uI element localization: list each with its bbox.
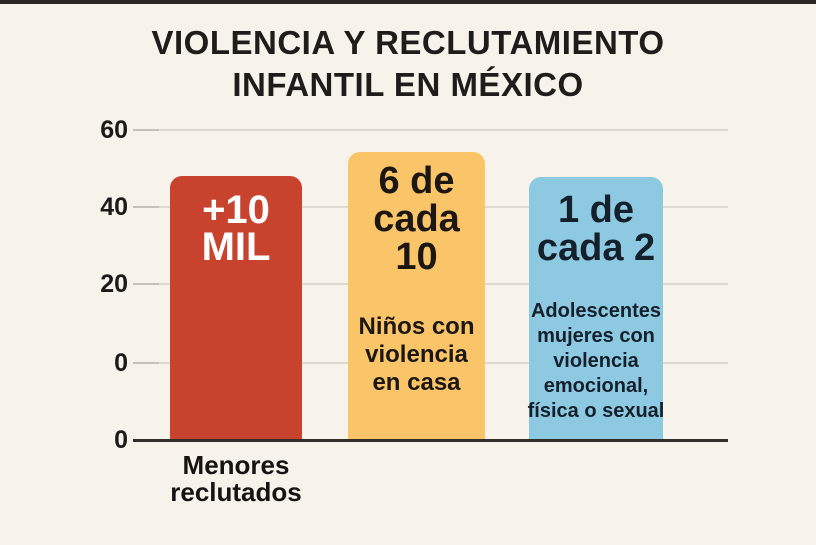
bar-value-label: 6 de cada 10 <box>373 160 460 278</box>
tick-mark-40 <box>133 206 159 208</box>
bar-sub-label: Niños con violencia en casa <box>358 313 475 396</box>
bar-menores-reclutados: +10 MIL <box>170 176 302 441</box>
y-tick-20: 20 <box>100 270 128 298</box>
title-line-1: VIOLENCIA Y RECLUTAMIENTO <box>151 24 665 61</box>
x-axis-line <box>133 439 728 442</box>
y-tick-baseline-0: 0 <box>114 426 128 454</box>
bar-value-label: 1 de cada 2 <box>536 189 656 269</box>
y-tick-40: 40 <box>100 193 128 221</box>
bar-value-label: +10 MIL <box>201 188 271 269</box>
title-line-2: INFANTIL EN MÉXICO <box>232 66 584 103</box>
category-label-menores: Menores reclutados <box>170 450 302 507</box>
y-tick-60: 60 <box>100 116 128 144</box>
tick-mark-60 <box>133 129 159 131</box>
bar-ninos-con-violencia: 6 de cada 10 Niños con violencia en casa <box>348 152 485 441</box>
gridline-60 <box>133 129 728 131</box>
tick-mark-20 <box>133 283 159 285</box>
y-tick-0: 0 <box>114 349 128 377</box>
bar-sub-label: Adolescentes mujeres con violencia emoci… <box>527 300 665 422</box>
top-border-strip <box>0 0 816 4</box>
page-title: VIOLENCIA Y RECLUTAMIENTO INFANTIL EN MÉ… <box>0 22 816 106</box>
tick-mark-0 <box>133 362 159 364</box>
bar-adolescentes-mujeres: 1 de cada 2 Adolescentes mujeres con vio… <box>527 177 665 441</box>
